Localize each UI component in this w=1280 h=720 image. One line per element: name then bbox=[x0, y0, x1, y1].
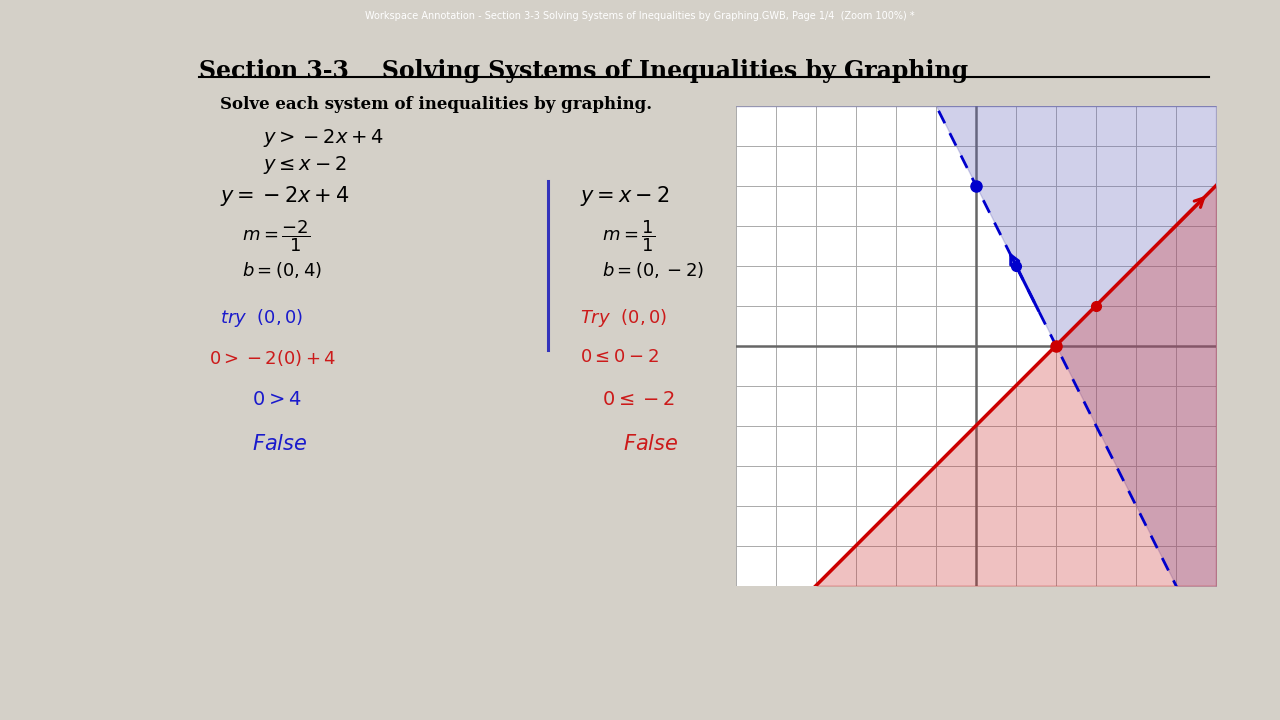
Text: $Try\ \ (0,0)$: $Try\ \ (0,0)$ bbox=[580, 307, 668, 329]
Text: $False$: $False$ bbox=[623, 434, 678, 454]
Text: Workspace Annotation - Section 3-3 Solving Systems of Inequalities by Graphing.G: Workspace Annotation - Section 3-3 Solvi… bbox=[365, 12, 915, 21]
Text: $try\ \ (0,0)$: $try\ \ (0,0)$ bbox=[220, 307, 303, 329]
Text: $b = (0, 4)$: $b = (0, 4)$ bbox=[242, 260, 321, 280]
Text: $m = \dfrac{-2}{1}$: $m = \dfrac{-2}{1}$ bbox=[242, 218, 310, 253]
Text: Section 3-3    Solving Systems of Inequalities by Graphing: Section 3-3 Solving Systems of Inequalit… bbox=[198, 59, 968, 83]
Text: $0 > -2(0) + 4$: $0 > -2(0) + 4$ bbox=[210, 348, 337, 368]
Text: $y = -2x + 4$: $y = -2x + 4$ bbox=[220, 184, 349, 208]
Text: $0 \leq -2$: $0 \leq -2$ bbox=[602, 390, 675, 410]
Text: Solve each system of inequalities by graphing.: Solve each system of inequalities by gra… bbox=[220, 96, 653, 113]
Text: $0 \leq 0 - 2$: $0 \leq 0 - 2$ bbox=[580, 348, 659, 366]
Text: $y = x - 2$: $y = x - 2$ bbox=[580, 184, 669, 208]
Text: $m = \dfrac{1}{1}$: $m = \dfrac{1}{1}$ bbox=[602, 218, 655, 253]
Text: $y \leq x - 2$: $y \leq x - 2$ bbox=[264, 153, 347, 176]
Text: $0 > 4$: $0 > 4$ bbox=[252, 390, 302, 410]
Text: $False$: $False$ bbox=[252, 434, 307, 454]
Text: $b = (0, -2)$: $b = (0, -2)$ bbox=[602, 260, 704, 280]
Text: $y > -2x + 4$: $y > -2x + 4$ bbox=[264, 127, 384, 148]
